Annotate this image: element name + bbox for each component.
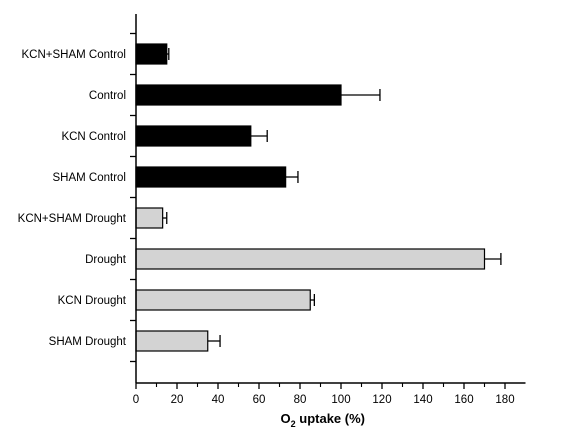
x-tick-label: 180 (495, 394, 514, 406)
category-label: Drought (85, 254, 127, 266)
x-axis-title: O2 uptake (%) (281, 411, 365, 429)
x-tick-label: 120 (372, 394, 391, 406)
category-labels-group: KCN+SHAM Control Control KCN Control SHAM C… (18, 49, 127, 348)
x-axis-title-rest: uptake (%) (296, 411, 365, 426)
category-label: KCN+SHAM Control (22, 49, 127, 61)
bar (135, 84, 342, 106)
error-bar (207, 335, 221, 347)
error-bar (484, 253, 502, 265)
x-tick-label: 80 (294, 394, 307, 406)
bar (135, 43, 168, 65)
x-tick-label: 160 (454, 394, 473, 406)
category-label: KCN Control (61, 131, 126, 143)
bar (135, 330, 209, 352)
category-label: KCN Drought (58, 295, 127, 307)
x-axis-title-main: O (281, 411, 291, 426)
bar (135, 289, 311, 311)
x-ticks-group: 0 20 40 60 80 100 120 140 160 180 (133, 383, 515, 406)
category-label: KCN+SHAM Drought (18, 213, 127, 225)
x-tick-label: 100 (331, 394, 350, 406)
x-tick-label: 140 (413, 394, 432, 406)
error-bar (310, 294, 316, 306)
x-tick-label: 40 (212, 394, 225, 406)
category-label: Control (89, 90, 126, 102)
x-tick-label: 20 (171, 394, 184, 406)
x-axis-title-subscript: 2 (291, 419, 296, 429)
axes-group (130, 14, 526, 384)
error-bar (166, 48, 170, 60)
error-bar (250, 130, 268, 142)
category-label: SHAM Drought (49, 336, 127, 348)
x-tick-label: 60 (253, 394, 266, 406)
x-tick-label: 0 (133, 394, 139, 406)
bar (135, 248, 486, 270)
error-bar (285, 171, 299, 183)
bar (135, 207, 164, 229)
bar (135, 125, 252, 147)
error-bars-group (162, 48, 502, 347)
bars-group (135, 43, 486, 352)
error-bar (341, 89, 381, 101)
category-label: SHAM Control (53, 172, 127, 184)
error-bar (162, 212, 168, 224)
bar (135, 166, 287, 188)
